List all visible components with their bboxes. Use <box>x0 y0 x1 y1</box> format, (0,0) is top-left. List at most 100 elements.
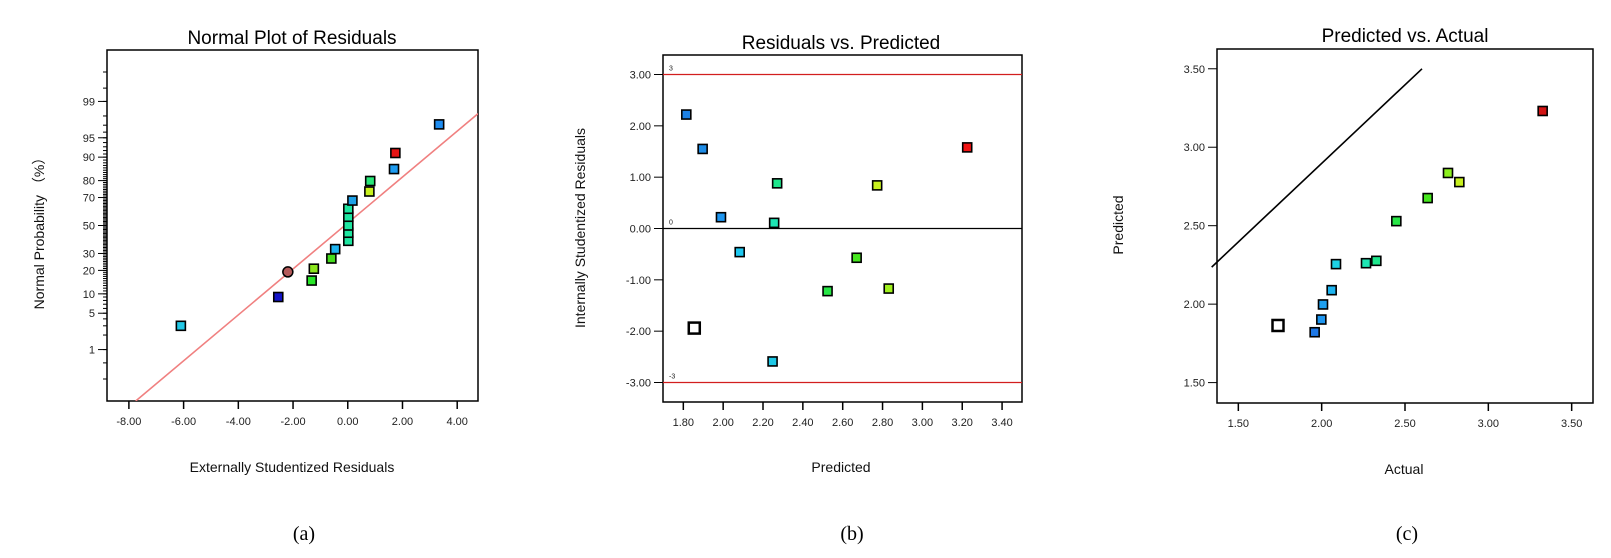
x-tick-label: -2.00 <box>281 416 306 428</box>
x-tick-label: 3.40 <box>991 417 1012 429</box>
reference-line-label: -3 <box>669 373 675 380</box>
x-tick-label: 1.80 <box>673 417 694 429</box>
normal-plot-chart: Normal Plot of Residuals Externally Stud… <box>31 28 479 545</box>
x-tick-label: 2.40 <box>792 417 813 429</box>
data-point <box>1422 192 1433 204</box>
residuals-vs-predicted-chart: Residuals vs. Predicted Predicted Intern… <box>572 33 1023 545</box>
y-tick-label: 30 <box>83 248 95 260</box>
chart-title: Residuals vs. Predicted <box>742 33 941 54</box>
data-point <box>822 285 833 297</box>
y-tick-label: 0.00 <box>630 224 651 236</box>
y-tick-label: -3.00 <box>626 377 651 389</box>
x-tick-label: 3.00 <box>912 417 933 429</box>
data-point <box>306 275 317 286</box>
data-point <box>282 266 294 278</box>
plot-area: 1.80 2.00 2.20 2.40 2.60 2.80 3.00 3.20 3.40 3.00… <box>626 54 1023 429</box>
plot-frame <box>106 49 479 402</box>
data-point <box>1371 255 1382 267</box>
data-point <box>697 143 708 155</box>
data-point <box>1316 314 1327 325</box>
y-tick-label: 70 <box>83 193 95 205</box>
x-tick-label: -8.00 <box>116 416 141 428</box>
x-tick-label: 2.00 <box>1311 418 1332 430</box>
data-point <box>715 211 727 223</box>
data-point <box>308 263 320 274</box>
x-tick-label: 2.80 <box>872 417 893 429</box>
y-tick-label: 20 <box>83 265 95 277</box>
y-tick-label: 3.00 <box>1184 142 1205 154</box>
y-tick-label: 90 <box>83 152 95 164</box>
x-tick-label: -4.00 <box>226 416 251 428</box>
y-tick-label: -2.00 <box>626 326 651 338</box>
x-tick-label: 2.60 <box>832 417 853 429</box>
x-tick-label: 2.50 <box>1394 418 1415 430</box>
x-axis-label: Actual <box>1385 461 1424 477</box>
y-tick-label: 95 <box>83 133 95 145</box>
data-point <box>883 283 895 294</box>
x-axis-label: Predicted <box>811 459 870 475</box>
y-tick-label: 5 <box>89 308 95 320</box>
data-point <box>364 175 376 187</box>
data-point <box>767 356 778 367</box>
data-point <box>388 163 400 175</box>
caption: (a) <box>293 523 315 545</box>
y-tick-label: 80 <box>83 176 95 188</box>
data-point <box>326 253 337 264</box>
x-tick-label: -6.00 <box>171 416 196 428</box>
data-point <box>175 320 187 332</box>
y-tick-label: 2.50 <box>1184 221 1205 233</box>
data-point <box>681 109 692 120</box>
caption: (c) <box>1396 523 1418 545</box>
data-point <box>1360 257 1372 269</box>
fit-line <box>135 113 478 401</box>
chart-title: Normal Plot of Residuals <box>187 28 396 49</box>
predicted-vs-actual-chart: Predicted vs. Actual Actual Predicted (c… <box>1110 26 1594 545</box>
x-axis-label: Externally Studentized Residuals <box>190 459 395 475</box>
reference-line-label: 0 <box>669 220 673 227</box>
y-tick-label: 3.50 <box>1184 64 1205 76</box>
y-tick-label: 10 <box>83 289 95 301</box>
data-point <box>1317 299 1329 310</box>
plot-area: 1.50 2.00 2.50 3.00 3.50 3.50 3.00 2.50 2.00 1.50 <box>1184 48 1594 430</box>
data-point <box>1442 167 1454 179</box>
x-tick-label: 3.50 <box>1561 418 1582 430</box>
data-point <box>768 217 780 229</box>
y-axis-label: Normal Probability （%） <box>31 151 47 310</box>
data-point <box>1391 215 1402 227</box>
caption: (b) <box>840 523 863 545</box>
data-point <box>851 252 862 264</box>
data-point <box>687 321 702 335</box>
x-tick-label: 3.00 <box>1478 418 1499 430</box>
data-point <box>1537 105 1548 117</box>
data-point <box>433 119 445 130</box>
data-point <box>734 246 746 258</box>
x-tick-label: 3.20 <box>952 417 973 429</box>
y-tick-label: 3.00 <box>630 70 651 82</box>
data-point <box>329 243 341 255</box>
plot-area: -8.00 -6.00 -4.00 -2.00 0.00 2.00 4.00 1 5 10 20 30… <box>83 49 479 428</box>
x-tick-label: 2.00 <box>712 417 733 429</box>
y-tick-label: 1.00 <box>630 172 651 184</box>
y-tick-label: 99 <box>83 96 95 108</box>
y-axis-label: Internally Studentized Residuals <box>572 128 588 328</box>
chart-title: Predicted vs. Actual <box>1322 26 1489 47</box>
x-tick-label: 1.50 <box>1228 418 1249 430</box>
data-point <box>364 186 375 197</box>
x-tick-label: 0.00 <box>337 416 358 428</box>
y-tick-label: 2.00 <box>630 121 651 133</box>
y-tick-label: -1.00 <box>626 275 651 287</box>
data-point <box>343 220 354 231</box>
x-tick-label: 2.00 <box>392 416 413 428</box>
y-tick-label: 1 <box>89 345 95 357</box>
data-point <box>1326 284 1337 296</box>
x-tick-label: 2.20 <box>752 417 773 429</box>
data-point <box>347 195 358 206</box>
data-point <box>771 178 783 189</box>
data-point <box>272 291 284 303</box>
fit-line <box>1211 68 1423 268</box>
y-axis-label: Predicted <box>1110 195 1126 254</box>
y-tick-label: 1.50 <box>1184 378 1205 390</box>
reference-line-label: 3 <box>669 66 673 73</box>
y-tick-label: 2.00 <box>1184 299 1205 311</box>
